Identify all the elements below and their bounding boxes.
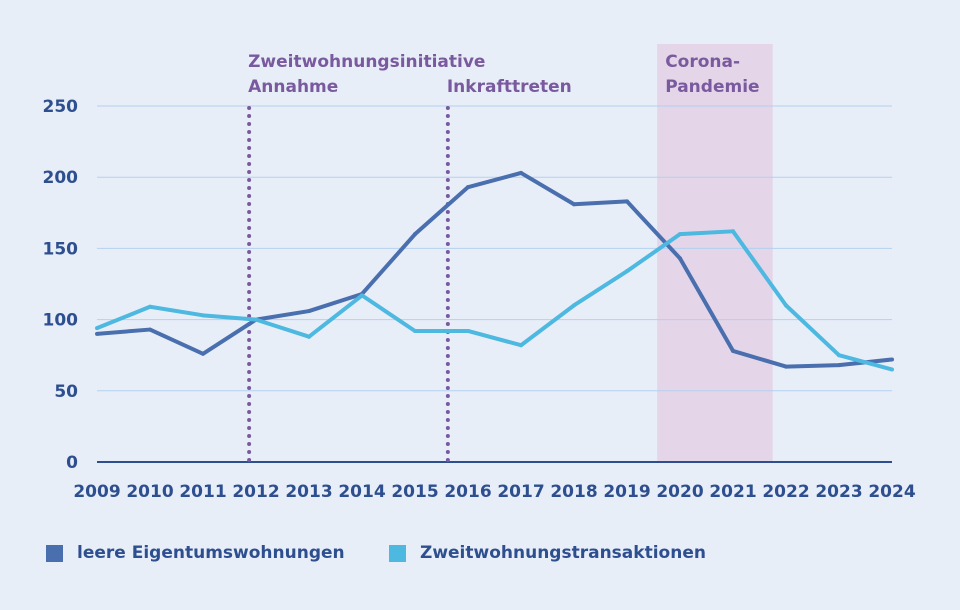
y-tick-label: 0 [66,453,78,473]
x-tick-label: 2016 [444,482,491,502]
x-tick-label: 2024 [868,482,915,502]
data-point [201,351,205,356]
data-point [148,327,152,332]
legend-swatch-dark-blue [46,544,63,562]
x-tick-label: 2023 [815,482,862,502]
data-point [731,348,735,353]
y-tick-label: 50 [54,382,78,402]
x-tick-label: 2020 [656,482,703,502]
data-point [784,303,788,308]
annotation-label: Inkrafttreten [447,77,572,97]
x-tick-label: 2013 [285,482,332,502]
x-tick-label: 2010 [126,482,173,502]
x-tick-label: 2022 [762,482,809,502]
data-point [413,328,417,333]
y-tick-label: 250 [43,97,79,117]
data-point [625,199,629,204]
series-line-leere-eigentumswohnungen [96,170,893,369]
data-point [519,343,523,348]
data-point [307,334,311,339]
y-tick-label: 100 [43,311,79,331]
data-point [254,317,258,322]
data-point [307,309,311,314]
x-tick-label: 2015 [391,482,438,502]
data-point [201,313,205,318]
annotation-label: Corona- [665,52,740,72]
x-tick-label: 2018 [550,482,597,502]
data-point [890,367,894,372]
x-tick-label: 2019 [603,482,650,502]
legend-label: leere Eigentumswohnungen [77,543,345,563]
data-point [148,304,152,309]
x-tick-label: 2021 [709,482,756,502]
data-point [466,185,470,190]
data-point [837,363,841,368]
data-point [731,229,735,234]
data-point [625,269,629,274]
x-tick-label: 2011 [179,482,226,502]
data-point [360,293,364,298]
data-point [95,331,99,336]
x-tick-label: 2012 [232,482,279,502]
series-line-zweitwohnungstransaktionen [96,229,893,372]
legend-item-leere-eigentumswohnungen: leere Eigentumswohnungen [46,543,345,563]
annotation-label: Pandemie [665,77,759,97]
y-tick-label: 200 [43,168,79,188]
data-point [890,357,894,362]
data-point [466,328,470,333]
data-point [95,326,99,331]
data-point [519,170,523,175]
data-point [413,232,417,237]
legend-item-zweitwohnungstransaktionen: Zweitwohnungstransaktionen [389,543,706,563]
data-point [837,353,841,358]
x-tick-label: 2009 [73,482,120,502]
data-point [572,303,576,308]
data-point [784,364,788,369]
annotation-label: Annahme [248,77,338,97]
x-tick-label: 2017 [497,482,544,502]
y-tick-label: 150 [43,239,79,259]
annotation-label: Zweitwohnungsinitiative [248,52,485,72]
data-point [678,232,682,237]
x-tick-label: 2014 [338,482,385,502]
legend-label: Zweitwohnungstransaktionen [420,543,706,563]
data-point [678,256,682,261]
data-point [572,202,576,207]
legend-swatch-light-blue [389,544,406,562]
